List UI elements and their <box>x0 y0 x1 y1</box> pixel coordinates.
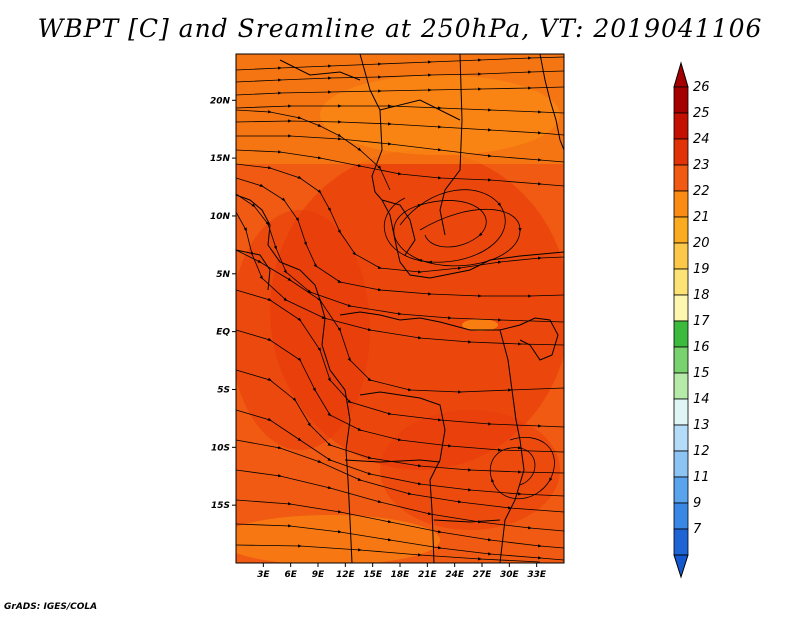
map-title: WBPT [C] and Sreamline at 250hPa, VT: 20… <box>37 14 763 43</box>
colorbar-swatch <box>673 346 689 374</box>
colorbar-label: 15 <box>693 366 710 381</box>
colorbar-swatch <box>673 398 689 426</box>
colorbar-label: 18 <box>693 288 710 303</box>
colorbar-swatch <box>673 86 689 114</box>
colorbar-swatch <box>673 424 689 452</box>
latitude-axis: 20N 15N 10N 5N EQ 5S 10S 15S <box>210 96 236 511</box>
lat-tick-label: 15N <box>210 154 231 164</box>
colorbar-label: 25 <box>693 106 710 121</box>
map-plot-area <box>235 53 565 564</box>
colorbar-label: 13 <box>693 418 710 433</box>
colorbar: 26 25 24 23 22 21 20 19 18 17 16 15 14 13 12 11 9 7 <box>673 61 710 579</box>
colorbar-swatch <box>673 528 689 556</box>
lon-tick-label: 33E <box>527 570 547 580</box>
colorbar-label: 14 <box>693 392 710 407</box>
streamlines <box>236 56 564 563</box>
lon-tick-label: 12E <box>336 570 356 580</box>
lat-tick-label: 15S <box>211 501 230 511</box>
colorbar-label: 23 <box>693 158 710 173</box>
colorbar-label: 22 <box>693 184 710 199</box>
colorbar-label: 19 <box>693 262 710 277</box>
lon-tick-label: 3E <box>257 570 270 580</box>
colorbar-label: 24 <box>693 132 710 147</box>
colorbar-swatch <box>673 164 689 192</box>
colorbar-swatch <box>673 268 689 296</box>
colorbar-swatch <box>673 450 689 478</box>
lat-tick-label: 5N <box>216 270 230 280</box>
colorbar-swatch <box>673 372 689 400</box>
lon-tick-label: 24E <box>445 570 465 580</box>
lon-tick-label: 9E <box>312 570 325 580</box>
colorbar-swatch <box>673 216 689 244</box>
colorbar-swatch <box>673 294 689 322</box>
lon-tick-label: 30E <box>500 570 520 580</box>
colorbar-label: 12 <box>693 444 710 459</box>
lat-tick-label: EQ <box>216 328 230 338</box>
lat-tick-label: 5S <box>217 385 230 395</box>
colorbar-label: 17 <box>693 314 710 329</box>
lon-tick-label: 21E <box>418 570 438 580</box>
colorbar-label: 11 <box>693 470 710 485</box>
grads-credit: GrADS: IGES/COLA <box>4 602 98 612</box>
colorbar-label: 7 <box>693 522 702 537</box>
colorbar-swatch <box>673 190 689 218</box>
colorbar-swatch <box>673 502 689 530</box>
colorbar-swatch <box>673 138 689 166</box>
colorbar-swatch <box>673 112 689 140</box>
colorbar-label: 16 <box>693 340 710 355</box>
colorbar-label: 21 <box>693 210 710 225</box>
country-borders <box>236 54 564 563</box>
lat-tick-label: 10S <box>211 443 230 453</box>
lat-tick-label: 10N <box>210 212 231 222</box>
colorbar-swatch <box>673 320 689 348</box>
lon-tick-label: 18E <box>391 570 411 580</box>
colorbar-swatch <box>673 242 689 270</box>
lon-tick-label: 27E <box>473 570 493 580</box>
colorbar-label: 9 <box>693 496 701 511</box>
lon-tick-label: 15E <box>363 570 383 580</box>
colorbar-upper-arrow <box>673 61 689 88</box>
longitude-axis: 3E 6E 9E 12E 15E 18E 21E 24E 27E 30E 33E <box>257 563 547 580</box>
colorbar-swatch <box>673 476 689 504</box>
colorbar-lower-arrow <box>673 554 689 579</box>
colorbar-label: 20 <box>693 236 710 251</box>
lat-tick-label: 20N <box>210 96 231 106</box>
lon-tick-label: 6E <box>284 570 297 580</box>
colorbar-label: 26 <box>693 80 710 95</box>
